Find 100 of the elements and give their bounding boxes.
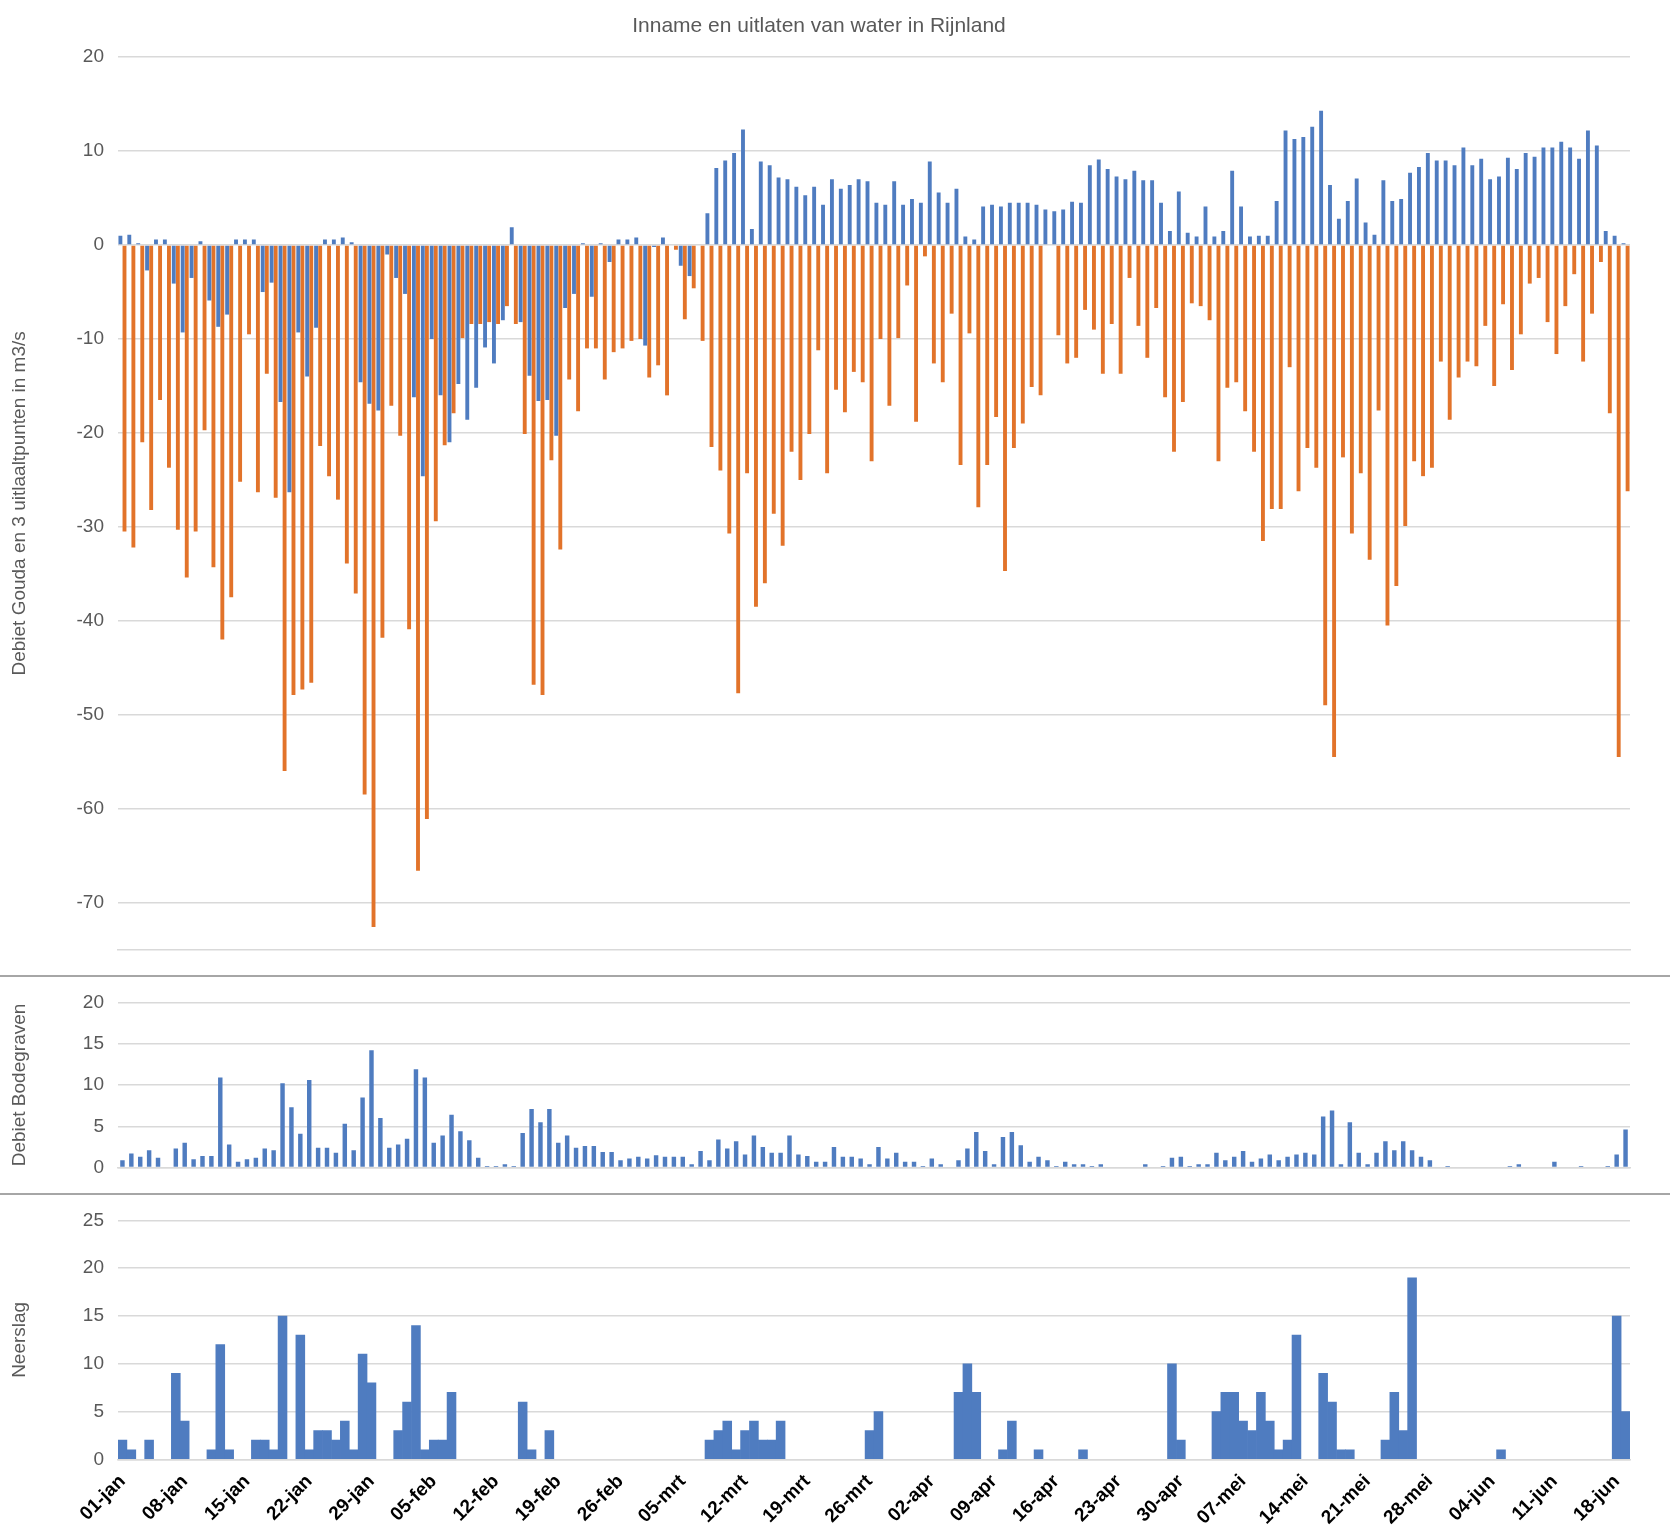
bar [1172, 245, 1176, 452]
bar [611, 245, 616, 353]
bar [1109, 245, 1114, 324]
bar [643, 245, 648, 346]
bar [625, 239, 630, 245]
bar [796, 1154, 801, 1167]
bar [718, 245, 723, 471]
bar [1429, 245, 1434, 468]
bar [812, 186, 817, 245]
bar [282, 245, 287, 772]
bar [1223, 1160, 1228, 1167]
bar [805, 1156, 810, 1167]
bar [714, 168, 719, 245]
bar [1329, 1110, 1335, 1167]
bar [1572, 245, 1577, 275]
bar [422, 1077, 428, 1167]
bar [1118, 245, 1123, 374]
bar [1009, 1132, 1015, 1167]
bar [556, 1142, 561, 1167]
bar [751, 1135, 757, 1167]
bar [1105, 168, 1110, 245]
bar [1052, 211, 1057, 245]
bar [923, 245, 927, 257]
bar [296, 245, 301, 333]
bar [518, 245, 523, 323]
bar [395, 1144, 401, 1167]
bar [407, 245, 412, 630]
bar [1000, 1137, 1006, 1167]
bar [509, 227, 514, 245]
bar [1243, 245, 1248, 412]
bar [876, 1146, 881, 1167]
bar [1400, 1141, 1406, 1167]
bar [433, 245, 438, 522]
bar [520, 1132, 525, 1167]
bar [1590, 245, 1594, 314]
bar [936, 192, 941, 245]
bar [394, 245, 399, 278]
bar [723, 160, 728, 245]
bar [1408, 172, 1412, 245]
bar [671, 1156, 677, 1167]
bar [1292, 138, 1297, 245]
bar [318, 245, 323, 447]
bar [749, 229, 754, 245]
bar [602, 245, 607, 380]
bar [429, 245, 434, 340]
bar [260, 245, 265, 293]
y-tick-label: 10 [82, 1351, 104, 1373]
bar [307, 1080, 312, 1167]
bar [1510, 245, 1514, 371]
bar [349, 242, 354, 245]
bar [1536, 245, 1541, 278]
bar [1523, 153, 1528, 245]
bar [191, 1159, 196, 1167]
bar [813, 1161, 819, 1167]
bar [1314, 245, 1319, 468]
bar [360, 1097, 365, 1167]
y-tick-label: -60 [76, 796, 104, 818]
bar [342, 1123, 348, 1167]
bar [138, 1156, 143, 1167]
bar [1214, 1152, 1219, 1167]
y-axis-title: Neerslag [7, 1301, 29, 1378]
bar [1123, 179, 1128, 245]
bar [218, 1077, 223, 1167]
bar [682, 245, 687, 320]
bar [1070, 201, 1075, 245]
bar [158, 245, 163, 401]
bar [1239, 206, 1243, 245]
bar [816, 245, 821, 351]
bar [531, 245, 536, 685]
bar [691, 245, 696, 289]
y-tick-label: 10 [82, 139, 104, 161]
bar [838, 188, 843, 245]
bar [867, 1164, 872, 1167]
bar [910, 199, 914, 245]
bar [331, 239, 336, 245]
bar [442, 245, 447, 446]
bar [1363, 222, 1368, 245]
bar [1016, 202, 1021, 245]
bar [1185, 232, 1190, 245]
bar [1336, 218, 1341, 245]
bar [1332, 245, 1337, 758]
bar [1319, 110, 1324, 245]
bar [647, 245, 652, 378]
bar [1189, 245, 1194, 304]
y-tick-label: 10 [82, 1073, 104, 1095]
bar [1447, 245, 1452, 420]
bar [1261, 245, 1265, 541]
bar [1585, 130, 1590, 245]
bar [225, 245, 230, 315]
bar [589, 245, 594, 297]
bar [1294, 1154, 1299, 1167]
bar [207, 245, 212, 301]
bar [389, 245, 394, 406]
bar [1559, 141, 1564, 245]
bar [831, 1146, 837, 1167]
bar [1367, 245, 1372, 560]
bar [411, 245, 416, 398]
bar [167, 245, 171, 468]
y-tick-label: -50 [76, 702, 104, 724]
bar [609, 1151, 614, 1167]
